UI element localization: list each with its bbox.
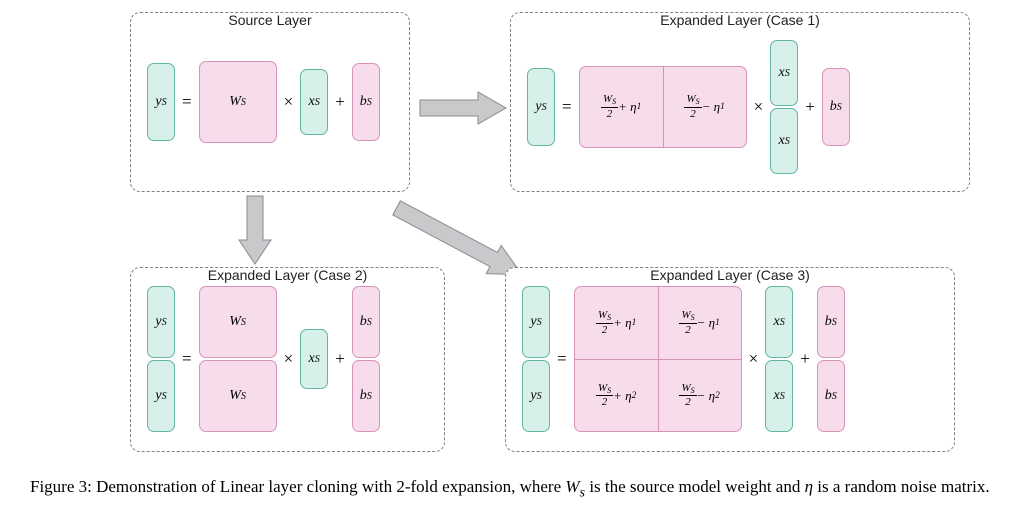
c2-xs: xS xyxy=(300,329,328,389)
panel-source-title: Source Layer xyxy=(228,12,311,28)
c2-bs-stack: bS bS xyxy=(352,286,380,432)
panel-case1: Expanded Layer (Case 1) yS = WS2 + η1 WS… xyxy=(510,12,970,192)
arrow-source-to-case2 xyxy=(237,196,273,268)
panel-case3: Expanded Layer (Case 3) yS yS = WS2 + η1… xyxy=(505,267,955,452)
c2-times: × xyxy=(281,349,297,369)
figure-caption: Figure 3: Demonstration of Linear layer … xyxy=(30,476,998,503)
c1-plus: + xyxy=(802,97,818,117)
matrix-ws: WS xyxy=(199,61,277,143)
c3-plus: + xyxy=(797,349,813,369)
panel-case3-title: Expanded Layer (Case 3) xyxy=(650,267,810,283)
vector-xs: xS xyxy=(300,69,328,135)
c2-eq: = xyxy=(179,349,195,369)
arrow-source-to-case1 xyxy=(420,90,510,126)
c2-ys-stack: yS yS xyxy=(147,286,175,432)
c1-bs: bS xyxy=(822,68,850,146)
panel-case2: Expanded Layer (Case 2) yS yS = WS WS × … xyxy=(130,267,445,452)
panel-case2-title: Expanded Layer (Case 2) xyxy=(208,267,368,283)
c3-bs-stack: bS bS xyxy=(817,286,845,432)
c3-xs-stack: xS xS xyxy=(765,286,793,432)
panel-case1-title: Expanded Layer (Case 1) xyxy=(660,12,820,28)
c1-ys: yS xyxy=(527,68,555,146)
op-times: × xyxy=(281,92,297,112)
c3-grid-matrix: WS2 + η1 WS2 − η1 WS2 + η2 WS2 − η2 xyxy=(574,286,742,432)
c3-eq: = xyxy=(554,349,570,369)
op-plus: + xyxy=(332,92,348,112)
c3-times: × xyxy=(746,349,762,369)
c1-eq: = xyxy=(559,97,575,117)
c1-xs-stack: xS xS xyxy=(770,40,798,174)
c3-ys-stack: yS yS xyxy=(522,286,550,432)
c1-wide-matrix: WS2 + η1 WS2 − η1 xyxy=(579,66,747,148)
op-eq: = xyxy=(179,92,195,112)
c2-ws-stack: WS WS xyxy=(199,286,277,432)
arrow-source-to-case3 xyxy=(400,192,560,272)
vector-bs: bS xyxy=(352,63,380,141)
vector-ys: yS xyxy=(147,63,175,141)
c2-plus: + xyxy=(332,349,348,369)
c1-times: × xyxy=(751,97,767,117)
diagram-canvas: Source Layer yS = WS × xS + bS Expanded … xyxy=(30,12,998,462)
panel-source: Source Layer yS = WS × xS + bS xyxy=(130,12,410,192)
